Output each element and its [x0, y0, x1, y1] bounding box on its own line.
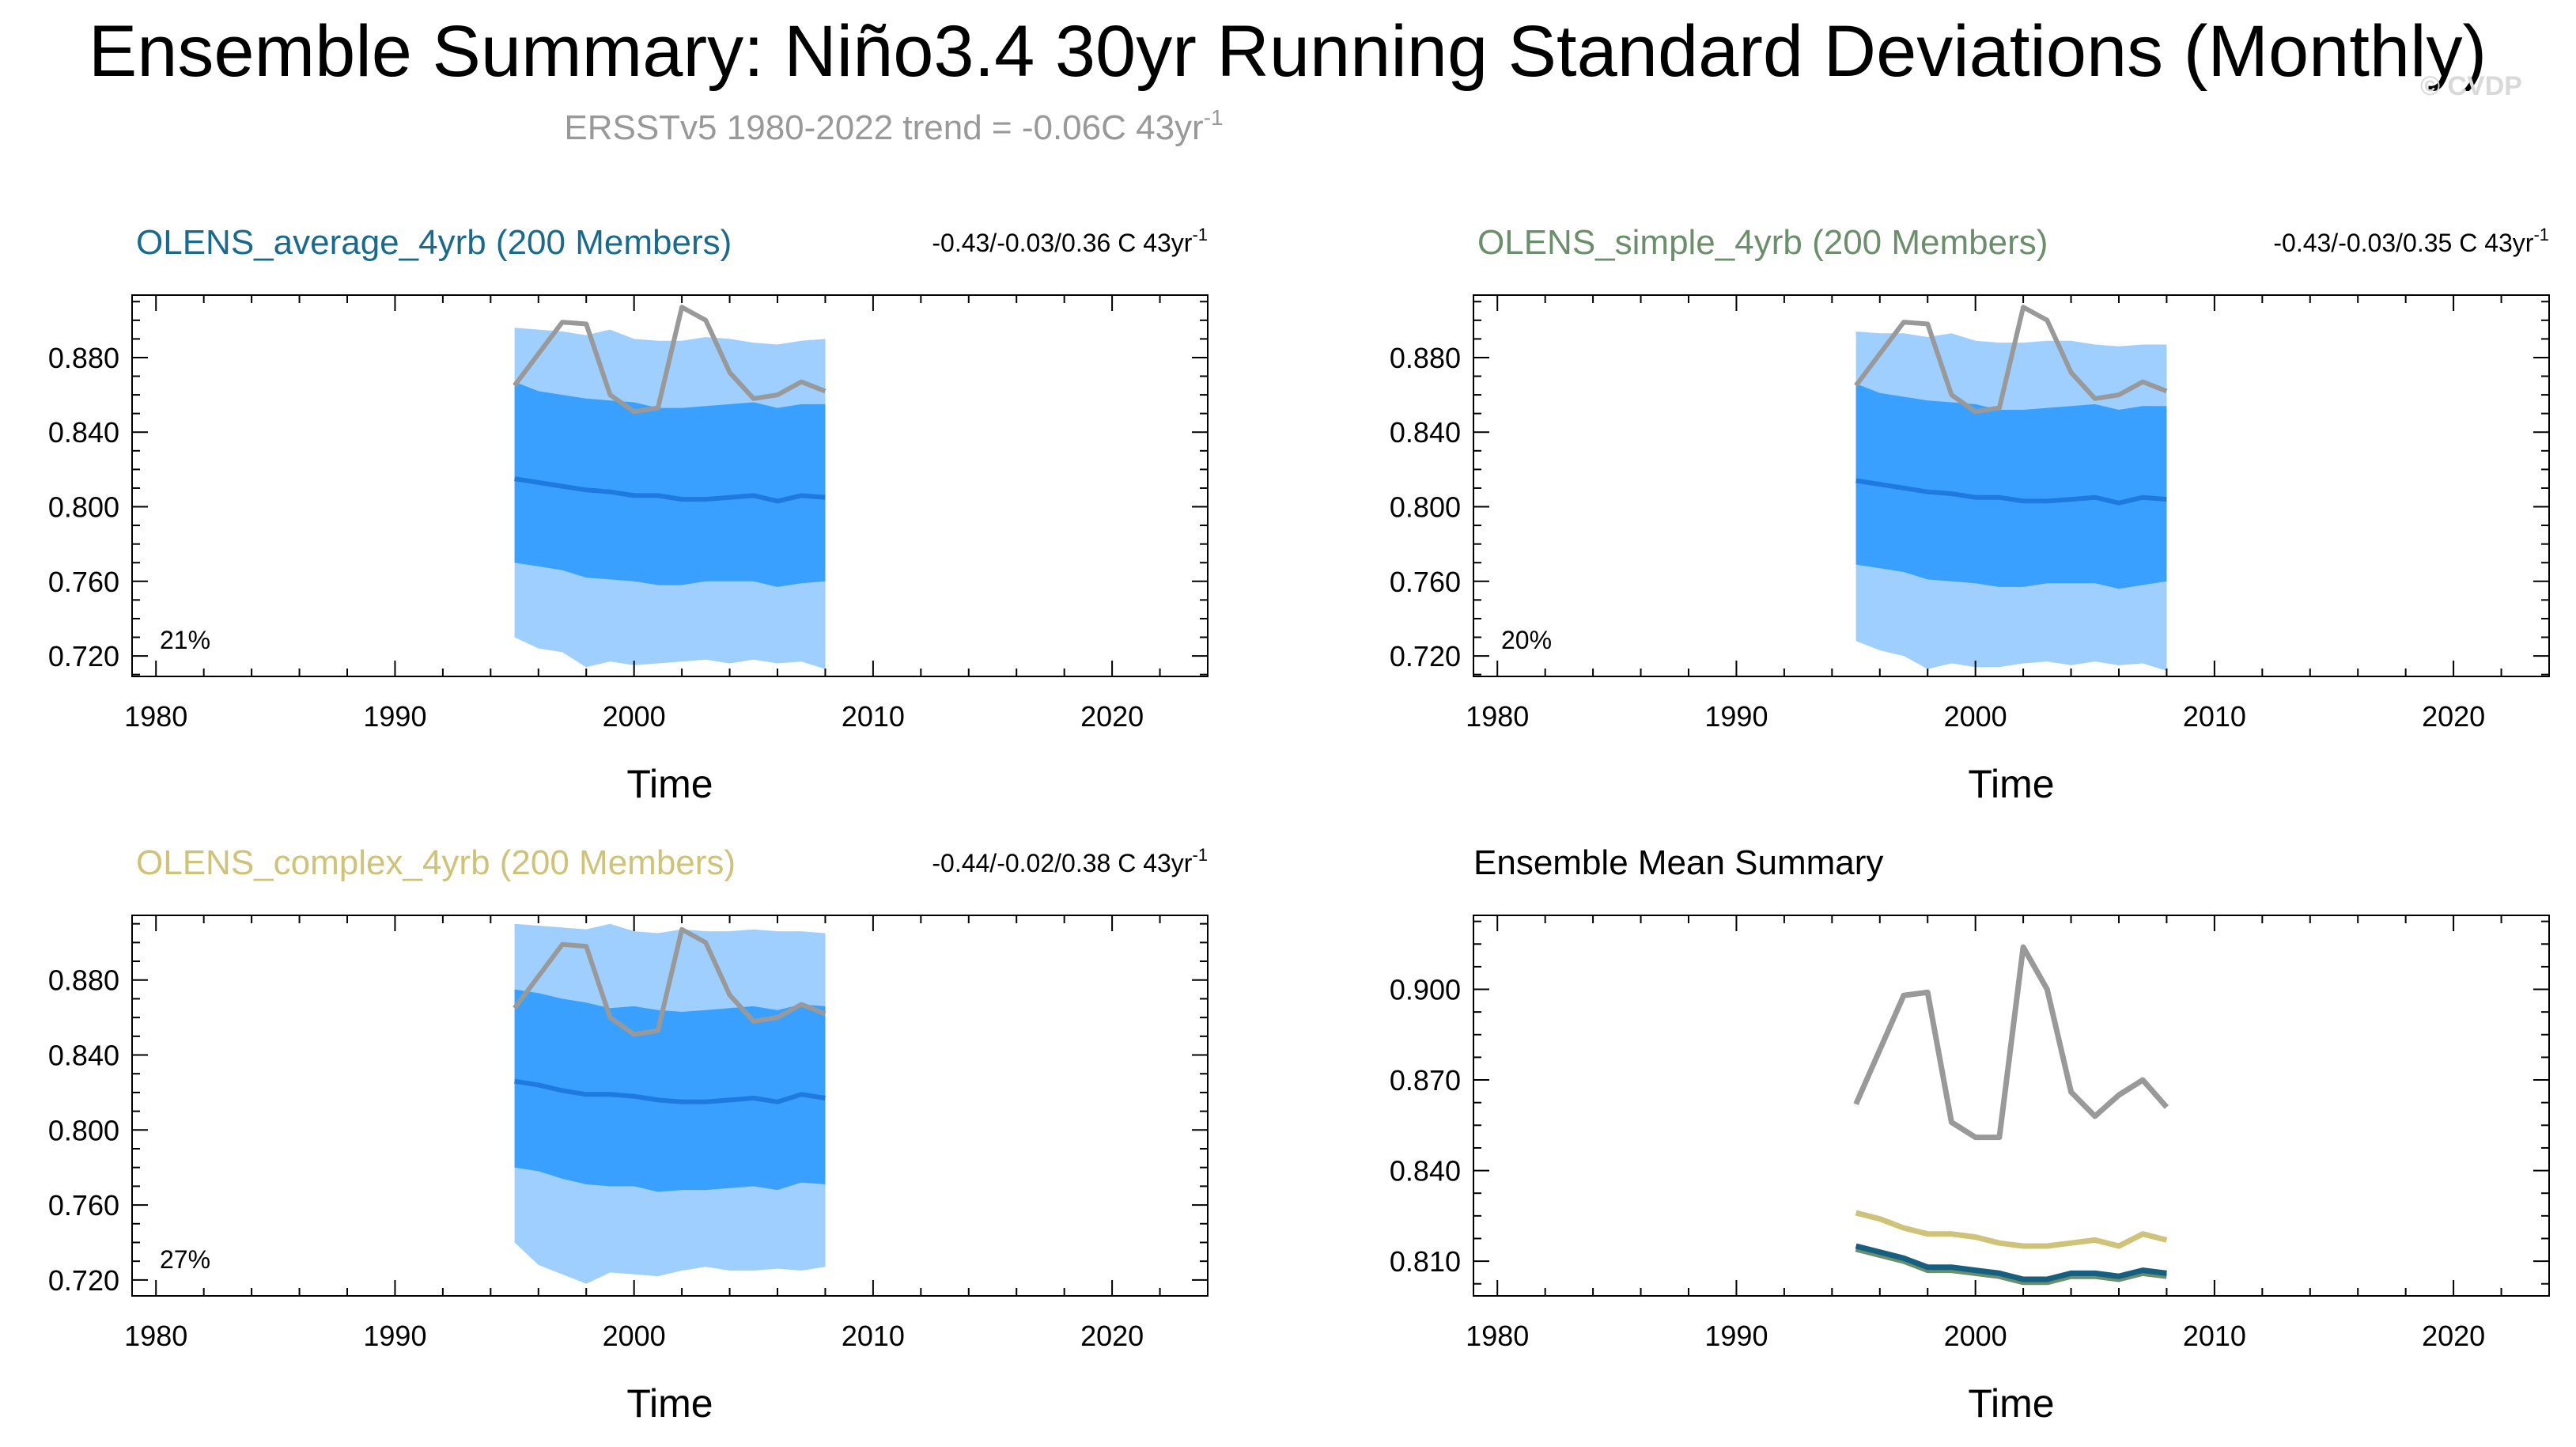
trend-label: -0.43/-0.03/0.35 C 43yr-1	[2273, 225, 2549, 257]
trend-label-main: -0.44/-0.02/0.38 C 43yr	[932, 849, 1192, 877]
percent-label: 21%	[160, 626, 210, 654]
trend-label: -0.43/-0.03/0.36 C 43yr-1	[932, 225, 1208, 257]
y-tick-label: 0.870	[1390, 1064, 1461, 1097]
panel-title: Ensemble Mean Summary	[1473, 843, 1883, 882]
y-tick-label: 0.840	[48, 416, 119, 449]
observed-line	[1854, 305, 2168, 415]
plot-area	[1853, 944, 2169, 1286]
series-line-2	[1855, 1246, 2167, 1286]
inner-spread-band	[514, 381, 826, 587]
y-tick-label: 0.880	[1390, 342, 1461, 374]
ensemble-mean-line	[514, 476, 826, 504]
trend-label-main: -0.43/-0.03/0.36 C 43yr	[932, 229, 1192, 257]
y-tick-label: 0.760	[48, 1189, 119, 1222]
x-tick-label: 2000	[1944, 700, 2007, 733]
y-tick-label: 0.720	[48, 640, 119, 672]
x-tick-label: 2000	[603, 1320, 666, 1352]
plot-area	[1854, 305, 2168, 671]
plot-frame	[131, 294, 1209, 677]
x-tick-label: 1990	[363, 1320, 426, 1352]
x-axis-label: Time	[1968, 1381, 2054, 1426]
y-tick-label: 0.840	[48, 1040, 119, 1072]
plot-frame	[1473, 915, 2550, 1297]
x-axis-label: Time	[626, 1381, 713, 1426]
panel-top-right: 1980 1990 2000 2010 2020 0.720 0.760 0.800 0.840…	[1390, 223, 2550, 806]
trend-label: -0.44/-0.02/0.38 C 43yr-1	[932, 845, 1208, 877]
x-tick-label: 2020	[2422, 700, 2485, 733]
x-tick-label: 2000	[603, 700, 666, 733]
observed-line	[513, 305, 827, 415]
panel-title: OLENS_simple_4yrb (200 Members)	[1477, 223, 2048, 262]
x-tick-label: 2010	[842, 700, 905, 733]
x-axis-label: Time	[1968, 762, 2054, 806]
figure-subtitle-main: ERSSTv5 1980-2022 trend = -0.06C 43yr	[564, 108, 1203, 147]
inner-spread-band	[1855, 384, 2167, 589]
x-tick-label: 2010	[2183, 700, 2246, 733]
x-tick-label: 2000	[1944, 1320, 2007, 1352]
x-tick-label: 1980	[124, 700, 187, 733]
x-tick-label: 2020	[2422, 1320, 2485, 1352]
y-tick-label: 0.720	[48, 1264, 119, 1297]
series-line-1	[1855, 1210, 2168, 1249]
figure-title: Ensemble Summary: Niño3.4 30yr Running S…	[89, 11, 2487, 92]
y-tick-label: 0.800	[48, 491, 119, 524]
plot-area	[513, 305, 827, 669]
cvdp-watermark: © CVDP	[2420, 71, 2522, 101]
trend-label-sup: -1	[2533, 225, 2549, 244]
y-tick-label: 0.800	[48, 1114, 119, 1146]
ensemble-mean-line	[514, 1078, 826, 1104]
x-tick-label: 2010	[2183, 1320, 2246, 1352]
x-tick-label: 2020	[1080, 700, 1144, 733]
y-tick-label: 0.760	[1390, 566, 1461, 598]
x-tick-label: 1990	[1704, 1320, 1768, 1352]
percent-label: 27%	[160, 1245, 210, 1274]
ensemble-mean-line	[1855, 478, 2167, 506]
x-tick-label: 1980	[1466, 1320, 1529, 1352]
percent-label: 20%	[1501, 626, 1552, 654]
x-tick-label: 2010	[842, 1320, 905, 1352]
series-line-3	[1855, 1243, 2167, 1282]
y-tick-label: 0.880	[48, 342, 119, 374]
plot-area	[513, 923, 827, 1284]
trend-label-main: -0.43/-0.03/0.35 C 43yr	[2273, 229, 2533, 257]
panel-top-left: 1980 1990 2000 2010 2020 0.720 0.760 0.800 0.840…	[48, 223, 1209, 806]
series-line-0	[1853, 944, 2169, 1141]
y-tick-label: 0.840	[1390, 416, 1461, 449]
y-tick-label: 0.810	[1390, 1245, 1461, 1278]
y-tick-label: 0.720	[1390, 640, 1461, 672]
x-tick-label: 1980	[1466, 700, 1529, 733]
x-tick-label: 1990	[363, 700, 426, 733]
y-tick-label: 0.880	[48, 964, 119, 997]
panel-title: OLENS_average_4yrb (200 Members)	[136, 223, 732, 262]
y-tick-label: 0.900	[1390, 974, 1461, 1006]
x-tick-label: 2020	[1080, 1320, 1144, 1352]
x-tick-label: 1980	[124, 1320, 187, 1352]
panel-bottom-right: 1980 1990 2000 2010 2020 0.810 0.840 0.870 0.900…	[1390, 843, 2550, 1426]
y-tick-label: 0.840	[1390, 1155, 1461, 1188]
plot-frame	[1473, 294, 2550, 677]
observed-line	[513, 926, 827, 1037]
figure-subtitle-sup: -1	[1204, 105, 1224, 130]
figure-subtitle: ERSSTv5 1980-2022 trend = -0.06C 43yr-1	[564, 105, 1223, 147]
x-tick-label: 1990	[1704, 700, 1768, 733]
panel-bottom-left: 1980 1990 2000 2010 2020 0.720 0.760 0.800 0.840…	[48, 843, 1209, 1426]
y-tick-label: 0.800	[1390, 491, 1461, 524]
x-axis-label: Time	[626, 762, 713, 806]
plot-frame	[131, 915, 1209, 1297]
trend-label-sup: -1	[1192, 845, 1208, 865]
y-tick-label: 0.760	[48, 566, 119, 598]
panel-title: OLENS_complex_4yrb (200 Members)	[136, 843, 736, 882]
inner-spread-band	[514, 989, 826, 1192]
trend-label-sup: -1	[1192, 225, 1208, 244]
